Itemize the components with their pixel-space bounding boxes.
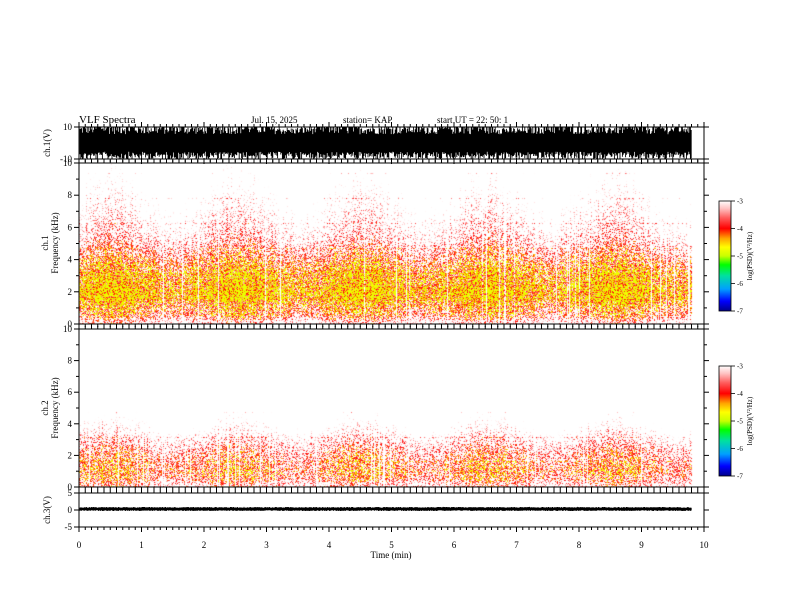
ytick-label: 10 [63, 122, 73, 132]
colorbar-tick-label: -6 [737, 280, 743, 288]
ytick-label: 10 [63, 158, 73, 168]
xtick-label: 8 [577, 540, 582, 550]
ch1-waveform-panel: 10 -10 ch.1(V) [42, 122, 709, 164]
ytick-label: 2 [68, 450, 73, 460]
ytick-label: 8 [68, 356, 73, 366]
colorbar-tick-label: -3 [737, 198, 743, 206]
xtick-label: 4 [327, 540, 332, 550]
colorbar-tick-label: -7 [737, 308, 743, 316]
colorbar-tick-label: -7 [737, 473, 743, 481]
ytick-label: 4 [68, 255, 73, 265]
ytick-label: 6 [68, 387, 73, 397]
ch2-spectrogram-ylabel-line2: Frequency (kHz) [50, 377, 60, 438]
ch3-waveform-trace [79, 506, 692, 511]
xtick-label: 9 [639, 540, 644, 550]
time-axis: 0 1 2 3 4 5 6 7 8 9 10 [77, 122, 709, 550]
ch1-waveform-path [79, 127, 692, 159]
ch3-waveform-ylabel: ch.3(V) [42, 496, 52, 524]
xtick-label: 2 [202, 540, 207, 550]
ytick-label: 4 [68, 419, 73, 429]
ch3-waveform-panel: 5 0 -5 ch.3(V) [42, 488, 709, 532]
colorbar-tick-label: -4 [737, 390, 743, 398]
ch2-spectrogram-ylabel-line1: ch.2 [40, 400, 50, 415]
xtick-label: 10 [700, 540, 710, 550]
ch1-spectrogram-ylabel-line2: Frequency (kHz) [50, 212, 60, 273]
colorbar-tick-label: -3 [737, 363, 743, 371]
xtick-label: 0 [77, 540, 82, 550]
ch2-spectrogram-panel: 0 2 4 6 8 10 ch.2 Frequency (kHz) [40, 324, 709, 492]
ytick-label: 6 [68, 222, 73, 232]
colorbar-tick-label: -5 [737, 418, 743, 426]
ch2-spectrogram-image [79, 329, 704, 487]
ytick-label: 0 [68, 482, 73, 492]
colorbar-tick-label: -6 [737, 445, 743, 453]
ch1-spectrogram-ylabel-line1: ch.1 [40, 235, 50, 250]
ytick-label: 0 [68, 319, 73, 329]
ch1-spectrogram-image [79, 163, 704, 324]
ytick-label: 5 [68, 488, 73, 498]
xtick-label: 1 [139, 540, 144, 550]
header-station: station= KAP [343, 115, 392, 125]
figure-title: VLF Spectra [79, 114, 136, 126]
ch1-colorbar-gradient [718, 200, 732, 312]
ytick-label: 2 [68, 287, 73, 297]
ch2-colorbar: -3 -4 -5 -6 -7 log(PSD)(V²/Hz) [718, 363, 754, 481]
ytick-label: 10 [63, 324, 73, 334]
header-start-time: start UT = 22: 50: 1 [437, 115, 508, 125]
ch3-waveform-path [79, 506, 692, 511]
xtick-label: 7 [514, 540, 519, 550]
xtick-label: 5 [389, 540, 394, 550]
ytick-label: -5 [65, 522, 73, 532]
ch1-waveform-trace [79, 127, 692, 159]
ytick-label: -10 [60, 154, 72, 164]
ch1-spectrogram-panel: 0 2 4 6 8 10 ch.1 Frequency (kHz) [40, 158, 709, 329]
time-axis-label: Time (min) [371, 550, 412, 560]
ch1-waveform-ylabel: ch.1(V) [42, 129, 52, 157]
xtick-label: 3 [264, 540, 269, 550]
colorbar-tick-label: -4 [737, 225, 743, 233]
ch2-colorbar-label: log(PSD)(V²/Hz) [746, 396, 754, 445]
ch1-colorbar-label: log(PSD)(V²/Hz) [746, 231, 754, 280]
ytick-label: 0 [68, 505, 73, 515]
ch2-colorbar-gradient [718, 365, 732, 477]
header-date: Jul. 15, 2025 [251, 115, 298, 125]
colorbar-tick-label: -5 [737, 253, 743, 261]
xtick-label: 6 [452, 540, 457, 550]
ch1-colorbar: -3 -4 -5 -6 -7 log(PSD)(V²/Hz) [718, 198, 754, 316]
ytick-label: 8 [68, 190, 73, 200]
